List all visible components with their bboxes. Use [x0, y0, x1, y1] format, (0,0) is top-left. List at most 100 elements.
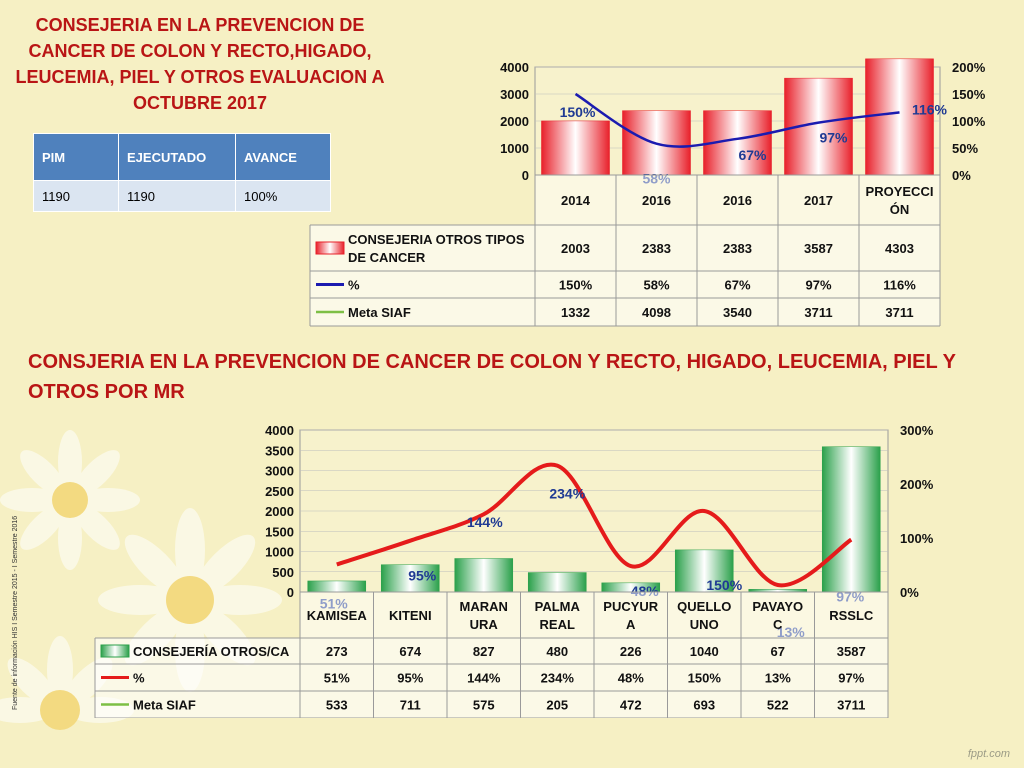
y2-tick-label: 0% [952, 168, 971, 183]
percent-line [574, 92, 900, 148]
cell-avance: 100% [235, 180, 331, 212]
category-label: UNO [690, 617, 719, 632]
y2-tick-label: 50% [952, 141, 978, 156]
table-cell: 533 [326, 698, 348, 713]
y2-tick-label: 200% [900, 477, 934, 492]
bar [541, 120, 610, 176]
bar [527, 572, 587, 593]
header-ejecutado: EJECUTADO [118, 133, 236, 181]
y-tick-label: 3000 [265, 464, 294, 479]
category-label: 2017 [804, 193, 833, 208]
table-cell: 67% [724, 278, 750, 293]
table-cell: 226 [620, 644, 642, 659]
y-tick-label: 1000 [500, 141, 529, 156]
category-label: C [773, 617, 783, 632]
y2-tick-label: 300% [900, 423, 934, 438]
table-cell: 2383 [642, 241, 671, 256]
table-cell: 3711 [885, 305, 913, 320]
percent-data-label: 67% [738, 147, 767, 163]
legend-label: % [133, 671, 145, 686]
category-label: 2016 [642, 193, 671, 208]
y-tick-label: 0 [522, 168, 529, 183]
header-avance: AVANCE [235, 133, 331, 181]
table-cell: 693 [693, 698, 715, 713]
chart-by-mr: 0 500 1000 1500 2000 2500 3000 3500 4000 0% 100% 20… [94, 423, 934, 718]
percent-data-label: 95% [408, 568, 437, 584]
watermark: fppt.com [967, 748, 1010, 760]
table-cell: 711 [400, 698, 421, 713]
chart-yearly: 0 1000 2000 3000 4000 0% 50% 100% 150% 200% 150% 58… [309, 58, 986, 327]
table-cell: 3540 [723, 305, 752, 320]
y-tick-label: 2000 [500, 114, 529, 129]
table-cell: 97% [838, 671, 864, 686]
table-cell: 97% [805, 278, 831, 293]
percent-data-label: 234% [549, 486, 585, 502]
legend-label: CONSEJERÍA OTROS/CA [133, 644, 290, 659]
table-cell: 674 [399, 644, 421, 659]
percent-data-label: 150% [706, 577, 742, 593]
y2-tick-label: 0% [900, 585, 919, 600]
y2-tick-label: 150% [952, 87, 986, 102]
table-cell: 273 [326, 644, 348, 659]
table-cell: 3587 [804, 241, 833, 256]
table-cell: 234% [541, 671, 575, 686]
cell-ejecutado: 1190 [118, 180, 236, 212]
cell-pim: 1190 [33, 180, 119, 212]
table-cell: 144% [467, 671, 501, 686]
table-cell: 4098 [642, 305, 671, 320]
table-cell: 3587 [837, 644, 866, 659]
table-cell: 58% [643, 278, 669, 293]
table-cell: 522 [767, 698, 789, 713]
y-tick-label: 3500 [265, 443, 294, 458]
y-tick-label: 3000 [500, 87, 529, 102]
legend-label: Meta SIAF [133, 698, 196, 713]
percent-data-label: 116% [912, 101, 948, 117]
category-label: PAVAYO [752, 599, 803, 614]
table-cell: 2003 [561, 241, 590, 256]
table-cell: 472 [620, 698, 642, 713]
category-label: PUCYUR [603, 599, 659, 614]
y-tick-label: 0 [287, 585, 294, 600]
table-cell: 116% [883, 278, 916, 293]
category-label: MARAN [460, 599, 508, 614]
table-cell: 95% [397, 671, 423, 686]
data-table-bg [310, 225, 940, 326]
y-tick-label: 1500 [265, 524, 294, 539]
table-cell: 1040 [690, 644, 719, 659]
legend-key-bar [315, 241, 345, 255]
category-label: 2016 [723, 193, 752, 208]
legend-label: Meta SIAF [348, 305, 411, 320]
y-tick-label: 4000 [500, 60, 529, 75]
category-label: PROYECCI [866, 184, 934, 199]
category-label: PALMA [535, 599, 581, 614]
table-cell: 48% [618, 671, 644, 686]
table-cell: 575 [473, 698, 495, 713]
category-label: RSSLC [829, 608, 874, 623]
table-cell: 827 [473, 644, 495, 659]
y-tick-label: 4000 [265, 423, 294, 438]
category-label: REAL [540, 617, 575, 632]
table-cell: 1332 [561, 305, 590, 320]
category-row-bg [535, 175, 940, 225]
source-note: Fuente de información HIS I Semestre 201… [12, 515, 19, 710]
table-cell: 150% [559, 278, 593, 293]
table-cell: 51% [324, 671, 350, 686]
table-cell: 2383 [723, 241, 752, 256]
bar [307, 580, 367, 593]
category-label: ÓN [890, 202, 910, 217]
percent-line [336, 462, 853, 588]
y-tick-label: 2500 [265, 484, 294, 499]
data-table-bg [95, 638, 888, 718]
y-tick-label: 500 [272, 565, 294, 580]
table-cell: 480 [546, 644, 568, 659]
category-label: KAMISEA [307, 608, 368, 623]
legend-label: CONSEJERIA OTROS TIPOS [348, 232, 525, 247]
percent-data-label: 144% [467, 514, 503, 530]
table-cell: 4303 [885, 241, 914, 256]
y2-tick-label: 100% [900, 531, 934, 546]
category-label: 2014 [561, 193, 591, 208]
percent-data-label: 150% [560, 104, 596, 120]
bar [454, 558, 514, 593]
category-label: URA [470, 617, 499, 632]
category-label: A [626, 617, 636, 632]
